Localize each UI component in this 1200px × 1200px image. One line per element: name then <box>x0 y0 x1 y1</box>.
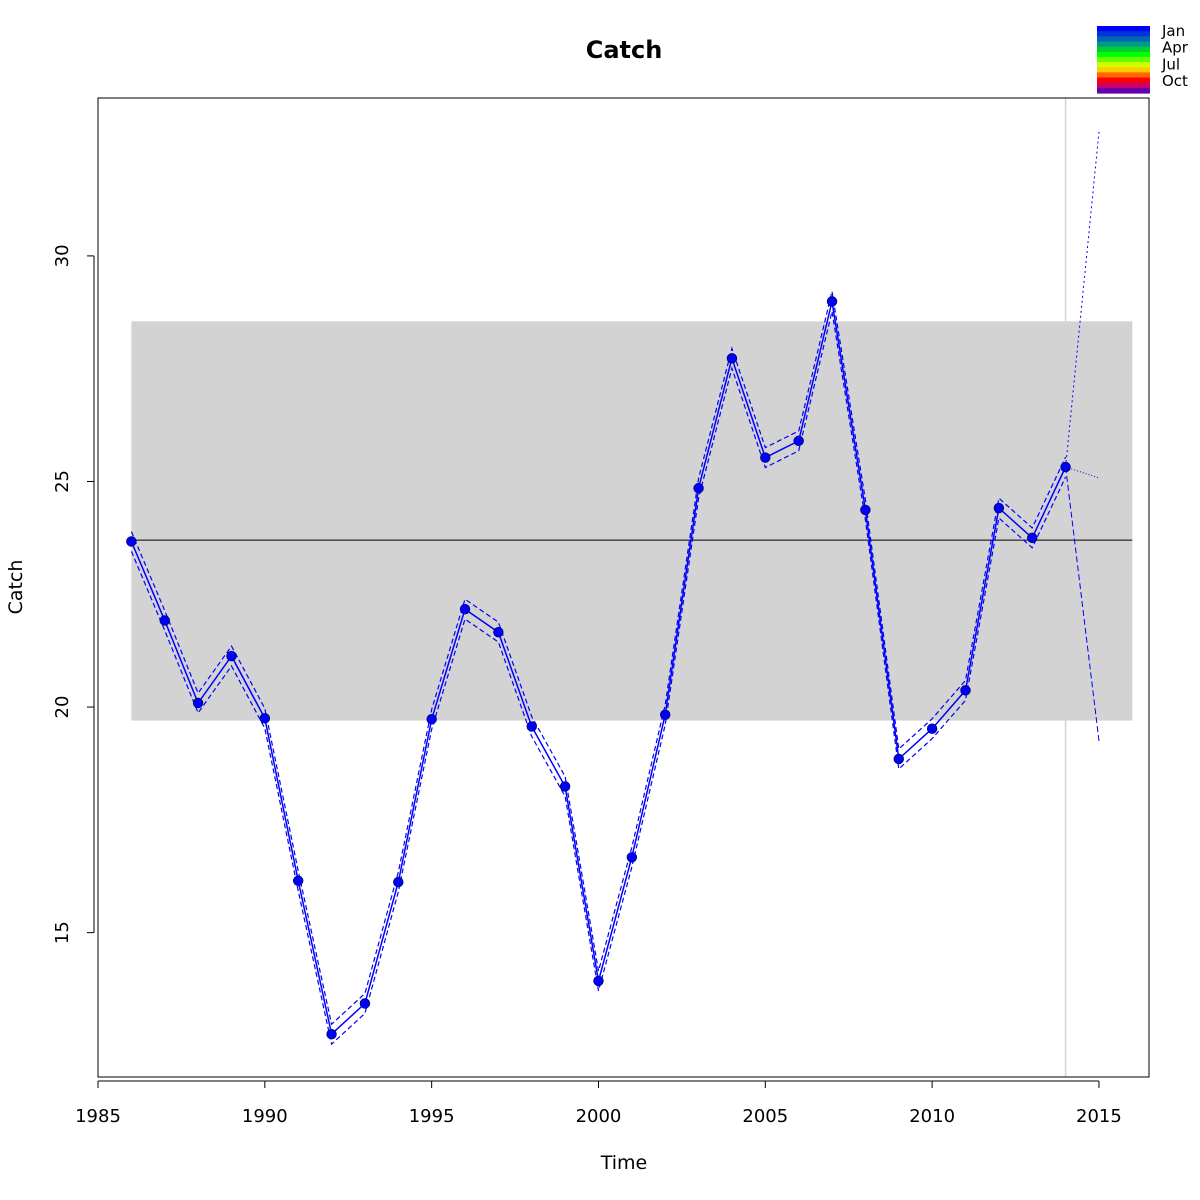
plot-frame <box>97 97 1150 1078</box>
data-point <box>126 536 137 547</box>
data-point <box>893 753 904 765</box>
forecast-lower-line <box>1065 466 1100 741</box>
data-point <box>593 975 604 987</box>
series-lower-dashed-line <box>130 311 1067 1046</box>
legend-label: Apr <box>1162 39 1189 57</box>
x-tick-label: 1995 <box>409 1106 455 1127</box>
x-axis-label: Time <box>600 1152 648 1174</box>
data-point <box>1060 461 1071 473</box>
data-point <box>926 723 938 734</box>
data-point <box>726 353 738 364</box>
forecast-upper-line <box>1065 131 1100 468</box>
x-tick-label: 1990 <box>242 1106 288 1127</box>
data-point <box>793 435 804 447</box>
data-point <box>493 626 504 638</box>
y-tick-label: 25 <box>52 470 73 493</box>
data-point <box>660 709 671 720</box>
x-tick-label: 2010 <box>909 1106 955 1127</box>
x-tick-label: 2015 <box>1076 1106 1122 1127</box>
legend-color-swatch <box>1097 51 1150 58</box>
data-point <box>559 781 571 792</box>
data-point <box>693 483 704 494</box>
legend-color-swatch <box>1097 31 1150 37</box>
range-band <box>131 321 1133 721</box>
series-upper-dashed-line <box>130 291 1067 1026</box>
x-tick-label: 2005 <box>742 1106 788 1127</box>
legend-color-swatch <box>1097 56 1150 63</box>
data-point <box>159 615 170 626</box>
y-axis-label: Catch <box>5 560 27 615</box>
data-point <box>393 876 404 888</box>
chart-title: Catch <box>586 36 663 64</box>
y-tick-label: 15 <box>52 921 73 944</box>
y-tick-label: 30 <box>52 244 73 267</box>
data-point <box>826 296 838 307</box>
data-point <box>526 721 537 732</box>
legend-color-swatch <box>1097 62 1150 68</box>
data-point <box>1027 532 1038 544</box>
data-point <box>292 875 304 886</box>
legend-label: Jul <box>1161 55 1180 73</box>
legend-color-swatch <box>1097 77 1150 84</box>
legend-label: Oct <box>1162 72 1188 90</box>
data-point <box>359 998 371 1009</box>
data-point <box>259 713 271 724</box>
legend-color-swatch <box>1097 41 1150 48</box>
y-tick-label: 20 <box>52 696 73 719</box>
data-point <box>426 714 437 725</box>
data-point <box>760 452 771 463</box>
legend-label: Jan <box>1161 22 1185 40</box>
legend-color-swatch <box>1097 82 1150 89</box>
legend-color-swatch <box>1097 72 1150 79</box>
data-point <box>626 852 638 863</box>
data-point <box>192 697 204 709</box>
data-point <box>326 1028 337 1040</box>
data-point <box>960 685 971 696</box>
legend-color-swatch <box>1097 46 1150 53</box>
data-point <box>860 504 871 516</box>
data-point <box>226 650 237 662</box>
data-point <box>459 603 471 615</box>
legend-color-swatch <box>1097 67 1150 73</box>
x-tick-label: 2000 <box>576 1106 622 1127</box>
data-point <box>993 502 1005 514</box>
legend-color-swatch <box>1097 36 1150 43</box>
legend-color-swatch <box>1097 87 1150 94</box>
legend-color-swatch <box>1097 26 1150 32</box>
x-tick-label: 1985 <box>75 1106 121 1127</box>
plot-layer: 1985 1990 1995 2000 2005 2010 2015 15 20 25 30 <box>52 97 1150 1127</box>
